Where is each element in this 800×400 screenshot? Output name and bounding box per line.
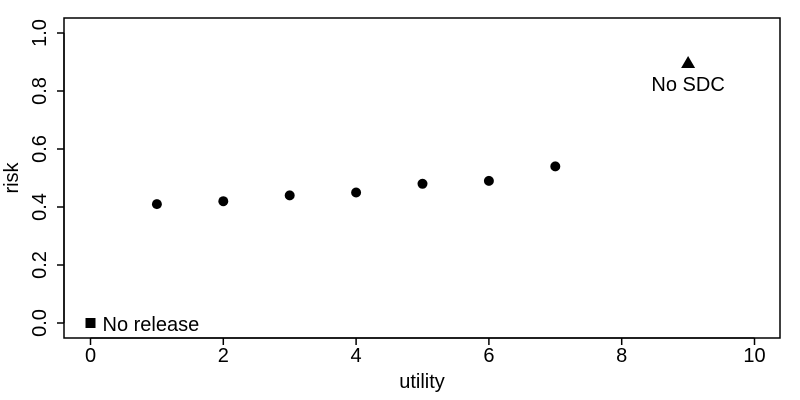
- x-tick-label: 10: [743, 345, 765, 367]
- no-release-marker: [85, 318, 96, 328]
- data-point: [417, 178, 428, 189]
- data-point: [483, 175, 494, 186]
- y-tick-label: 1.0: [29, 19, 51, 47]
- x-tick-label: 6: [483, 345, 494, 367]
- plot-frame: [63, 17, 781, 339]
- y-tick-label: 0.0: [29, 309, 51, 337]
- x-axis: 0 2 4 6 8 10: [85, 337, 766, 367]
- no-sdc-marker: [681, 56, 696, 68]
- y-tick-label: 0.4: [29, 193, 51, 221]
- data-marks: No release No SDC: [85, 56, 725, 336]
- data-point: [218, 196, 229, 207]
- y-tick-label: 0.6: [29, 135, 51, 163]
- y-tick-label: 0.2: [29, 251, 51, 279]
- x-axis-title: utility: [399, 371, 445, 393]
- x-tick-label: 2: [218, 345, 229, 367]
- x-tick-label: 8: [616, 345, 627, 367]
- data-point: [151, 199, 162, 210]
- x-tick-label: 4: [351, 345, 362, 367]
- x-tick-label: 0: [85, 345, 96, 367]
- y-axis-title: risk: [1, 161, 23, 193]
- y-tick-label: 0.8: [29, 77, 51, 105]
- annotation-no-release: No release: [103, 314, 200, 336]
- y-axis: 0.0 0.2 0.4 0.6 0.8 1.0: [29, 19, 65, 337]
- data-point: [351, 187, 362, 198]
- annotation-no-sdc: No SDC: [651, 74, 724, 96]
- data-point: [550, 161, 561, 172]
- data-point: [284, 190, 295, 201]
